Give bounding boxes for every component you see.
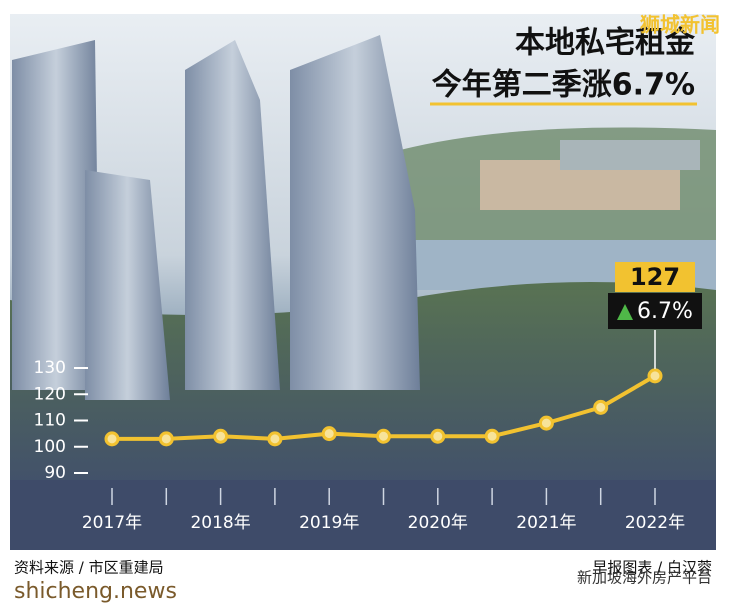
data-point (376, 428, 391, 444)
data-point (430, 428, 446, 444)
y-tick-label: 110 (34, 411, 66, 431)
chart-subtitle: 今年第二季涨6.7% (432, 68, 695, 103)
x-tick-label: 2019年 (299, 513, 359, 533)
x-tick-label: 2021年 (516, 513, 576, 533)
data-point (321, 426, 337, 442)
y-tick-label: 90 (44, 463, 66, 483)
x-tick-label: 2017年 (82, 513, 142, 533)
chart-title: 本地私宅租金 (515, 26, 696, 61)
x-tick-label: 2018年 (190, 513, 250, 533)
data-point (647, 368, 663, 384)
data-point (267, 431, 283, 447)
data-point (538, 415, 554, 431)
data-point (593, 399, 609, 415)
data-point (213, 428, 229, 444)
data-point (158, 431, 174, 447)
value-label-box (615, 262, 695, 292)
platform-watermark: 新加坡海外房产平台 (577, 569, 712, 587)
credit: 早报图表 / 白汉蓉 (592, 559, 712, 577)
watermark: 狮城新闻 (640, 13, 720, 37)
source: 资料来源 / 市区重建局 (14, 559, 164, 577)
annotation: 6.7% (637, 299, 693, 324)
data-point (104, 431, 120, 447)
value-label: 127 (630, 263, 680, 291)
site-watermark: shicheng.news (14, 579, 177, 604)
data-point (484, 428, 500, 444)
y-tick-label: 120 (34, 384, 66, 404)
x-tick-label: 2020年 (408, 513, 468, 533)
y-tick-label: 130 (34, 358, 66, 378)
x-tick-label: 2022年 (625, 513, 685, 533)
up-arrow (617, 304, 633, 320)
plot: 90 100 110 120 130 2017年 2018年 2019年 2020年 2021年 2… (34, 262, 702, 533)
y-tick-label: 100 (34, 437, 66, 457)
